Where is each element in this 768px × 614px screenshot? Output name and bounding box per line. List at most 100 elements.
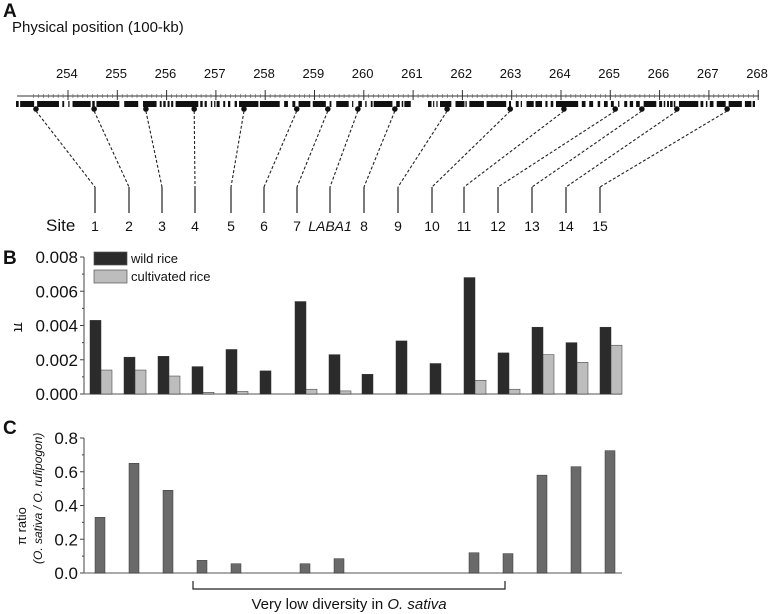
site-number: 13 <box>524 218 540 234</box>
site-number: 2 <box>125 218 133 234</box>
cultivated-rice-bar <box>100 369 113 395</box>
gene-block <box>705 101 708 107</box>
gene-block <box>171 101 174 107</box>
site-number: 3 <box>158 218 166 234</box>
gene-block <box>227 101 231 107</box>
ratio-bar <box>502 553 514 574</box>
axis-tick-label: 262 <box>450 66 472 81</box>
ratio-bar <box>536 474 548 574</box>
gene-block <box>16 101 19 107</box>
site-marker-dot <box>444 106 450 112</box>
gene-block <box>92 101 95 107</box>
wild-rice-bar <box>294 301 307 395</box>
gene-block <box>259 101 280 107</box>
gene-block <box>292 101 296 107</box>
gene-block <box>555 101 579 107</box>
gene-block <box>597 101 601 107</box>
site-connector-dashed <box>329 110 359 188</box>
gene-block <box>175 101 199 107</box>
site-connector-dashed <box>431 110 511 188</box>
gene-block <box>143 101 157 107</box>
gene-block <box>37 101 59 107</box>
gene-block <box>667 101 670 107</box>
site-marker-dot <box>325 106 331 112</box>
wild-rice-bar <box>531 326 544 395</box>
gene-block <box>223 101 226 107</box>
site-connector-dashed <box>599 110 728 188</box>
gene-block <box>234 101 237 107</box>
axis-tick-label: 263 <box>500 66 522 81</box>
gene-block <box>124 101 139 107</box>
gene-block <box>204 101 207 107</box>
y-axis-label: π ratio <box>14 507 29 545</box>
gene-block <box>678 101 699 107</box>
panel-a-title: Physical position (100-kb) <box>12 19 184 36</box>
panel-c-letter: C <box>3 418 17 439</box>
site-connector-dashed <box>531 110 643 188</box>
site-connector-dashed <box>35 110 96 188</box>
wild-rice-bar <box>429 363 442 395</box>
site-marker-dot <box>191 106 198 112</box>
site-number: 10 <box>424 218 440 234</box>
gene-block <box>167 101 170 107</box>
gene-block <box>239 101 259 107</box>
gene-block <box>610 101 614 107</box>
axis-tick-label: 256 <box>155 66 177 81</box>
gene-block <box>716 101 726 107</box>
gene-block <box>365 101 367 107</box>
low-diversity-annotation: Very low diversity in O. sativa <box>251 596 446 613</box>
y-tick-label: 0.008 <box>35 248 78 267</box>
gene-block <box>373 101 393 107</box>
site-marker-dot <box>33 106 39 112</box>
gene-block <box>62 101 65 107</box>
site-marker-dot <box>355 106 361 112</box>
axis-tick-label: 258 <box>253 66 275 81</box>
y-tick-label: 0.4 <box>54 497 78 516</box>
site-connector-dashed <box>296 110 329 188</box>
site-connector-dashed <box>145 110 163 188</box>
site-number: 6 <box>260 218 268 234</box>
ratio-bar <box>570 466 582 574</box>
site-number: 4 <box>191 218 199 234</box>
gene-block <box>336 101 349 107</box>
site-marker-dot <box>392 106 398 112</box>
gene-block <box>618 101 620 107</box>
annotation-species: O. sativa <box>387 596 446 613</box>
site-connector-dashed <box>263 110 298 188</box>
axis-tick-label: 267 <box>697 66 719 81</box>
gene-block <box>469 101 484 107</box>
site-connector-dashed <box>93 110 130 188</box>
gene-block <box>526 101 534 107</box>
wild-rice-bar <box>328 354 341 395</box>
axis-tick-label: 268 <box>746 66 768 81</box>
cultivated-rice-bar <box>168 375 181 395</box>
ratio-bar <box>196 560 208 574</box>
site-connector-dashed <box>363 110 396 188</box>
y-axis-sublabel: (O. sativa / O. rufipogon) <box>31 433 45 564</box>
gene-block <box>352 101 354 107</box>
y-tick-label: 0.2 <box>54 530 78 549</box>
gene-track <box>16 101 756 107</box>
low-diversity-bracket <box>192 581 506 590</box>
gene-block <box>163 101 166 107</box>
wild-rice-bar <box>191 366 204 395</box>
cultivated-rice-bar <box>339 390 352 395</box>
gene-block <box>629 101 634 107</box>
cultivated-rice-bar <box>610 344 623 395</box>
gene-block <box>670 101 673 107</box>
gene-block <box>436 101 438 107</box>
site-marker-dot <box>561 106 567 112</box>
gene-block <box>20 101 35 107</box>
gene-block <box>428 101 432 107</box>
site-number: 7 <box>293 218 301 234</box>
site-marker-dot <box>612 106 619 112</box>
site-connector-dashed <box>193 110 196 188</box>
panel-b-chart: 0.000 0.002 0.004 0.006 0.008 π wild rice culti… <box>10 248 623 404</box>
site-marker-dot <box>241 106 247 112</box>
ratio-bar <box>128 463 140 574</box>
y-tick-label: 0.006 <box>35 282 78 301</box>
gene-block <box>515 101 519 107</box>
site-connector-dashed <box>497 110 616 188</box>
gene-block <box>465 101 467 107</box>
